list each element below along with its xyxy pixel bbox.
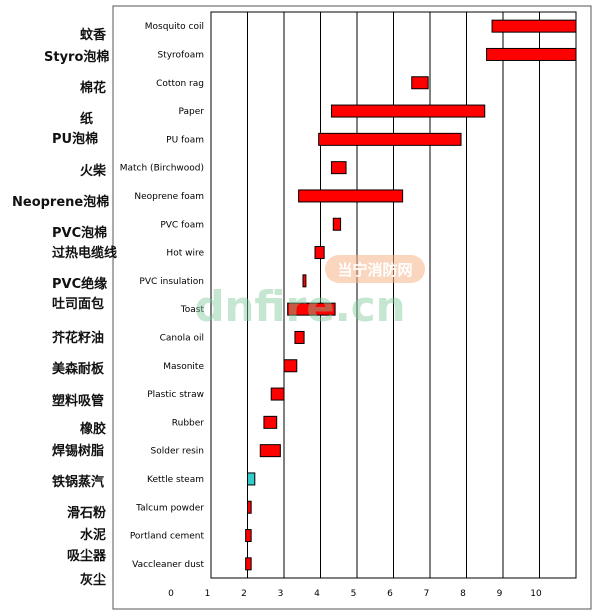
category-label: Vaccleaner dust xyxy=(132,560,204,570)
chinese-label: PU泡棉 xyxy=(52,132,99,147)
bar xyxy=(330,104,486,118)
x-tick-label: 9 xyxy=(497,589,503,599)
chinese-label: 火柴 xyxy=(80,164,107,179)
chinese-label: Neoprene泡棉 xyxy=(12,195,110,210)
chinese-label: 水泥 xyxy=(80,528,107,543)
bar xyxy=(283,359,298,373)
category-labels: Mosquito coil Styrofoam Cotton rag Paper PU … xyxy=(120,22,205,570)
bar xyxy=(259,444,281,458)
bar xyxy=(491,19,577,33)
bar xyxy=(332,217,342,231)
chinese-label: 棉花 xyxy=(80,81,107,96)
x-tick-label: 1 xyxy=(205,589,211,599)
bar xyxy=(247,472,256,486)
x-tick-label: 6 xyxy=(387,589,393,599)
category-label: Neoprene foam xyxy=(134,192,204,202)
chinese-label: 吐司面包 xyxy=(52,297,105,312)
category-label: Cotton rag xyxy=(156,79,204,89)
bar xyxy=(486,47,577,61)
bar xyxy=(318,132,462,146)
chinese-label: 塑料吸管 xyxy=(52,394,105,409)
bars-group xyxy=(245,19,577,571)
category-label: Talcum powder xyxy=(135,503,204,513)
category-label: Match (Birchwood) xyxy=(120,164,204,174)
bar xyxy=(298,189,404,203)
bar xyxy=(294,330,305,344)
x-tick-label: 10 xyxy=(530,589,542,599)
category-label: Toast xyxy=(180,305,205,315)
category-label: Masonite xyxy=(163,362,204,372)
x-tick-label: 0 xyxy=(168,589,174,599)
chinese-label: 灰尘 xyxy=(80,573,107,588)
category-label: Paper xyxy=(179,107,205,117)
bar xyxy=(270,387,285,401)
category-label: Styrofoam xyxy=(157,50,204,60)
category-label: Rubber xyxy=(172,418,205,428)
chinese-label: Styro泡棉 xyxy=(44,50,110,65)
chinese-label: 纸 xyxy=(80,112,94,127)
x-tick-label: 5 xyxy=(351,589,357,599)
bar xyxy=(263,415,278,429)
category-label: Portland cement xyxy=(130,532,205,542)
bar xyxy=(314,246,325,260)
chinese-label: 吸尘器 xyxy=(67,549,107,564)
chinese-label: 芥花籽油 xyxy=(52,331,105,346)
chinese-label: 美森耐板 xyxy=(52,362,105,377)
category-label: Plastic straw xyxy=(147,390,204,400)
chinese-label: 橡胶 xyxy=(80,422,107,437)
bar xyxy=(330,161,347,175)
chinese-label: 焊锡树脂 xyxy=(52,444,105,459)
category-label: Hot wire xyxy=(166,249,204,259)
category-label: Canola oil xyxy=(160,333,204,343)
x-tick-labels: 0 1 2 3 4 5 6 7 8 9 10 xyxy=(168,589,542,599)
chinese-label: 滑石粉 xyxy=(67,506,107,521)
x-tick-label: 2 xyxy=(241,589,247,599)
chinese-label: PVC泡棉 xyxy=(52,226,108,241)
chinese-label: 过热电缆线 xyxy=(52,246,118,261)
x-tick-label: 3 xyxy=(278,589,284,599)
bar xyxy=(302,274,307,288)
category-label: PVC foam xyxy=(160,220,204,230)
bar xyxy=(247,500,252,514)
bar xyxy=(245,529,252,543)
x-tick-label: 8 xyxy=(460,589,466,599)
chinese-label: PVC绝缘 xyxy=(52,277,108,292)
category-label: PVC insulation xyxy=(139,277,204,287)
bar xyxy=(245,557,252,571)
category-label: Mosquito coil xyxy=(145,22,204,32)
bar xyxy=(287,302,336,316)
chinese-label: 蚊香 xyxy=(80,28,107,43)
category-label: PU foam xyxy=(166,135,204,145)
x-tick-label: 4 xyxy=(314,589,320,599)
bar xyxy=(411,76,429,90)
category-label: Solder resin xyxy=(151,447,204,457)
chinese-label: 铁锅蒸汽 xyxy=(52,475,105,490)
category-label: Kettle steam xyxy=(147,475,204,485)
x-tick-label: 7 xyxy=(424,589,430,599)
